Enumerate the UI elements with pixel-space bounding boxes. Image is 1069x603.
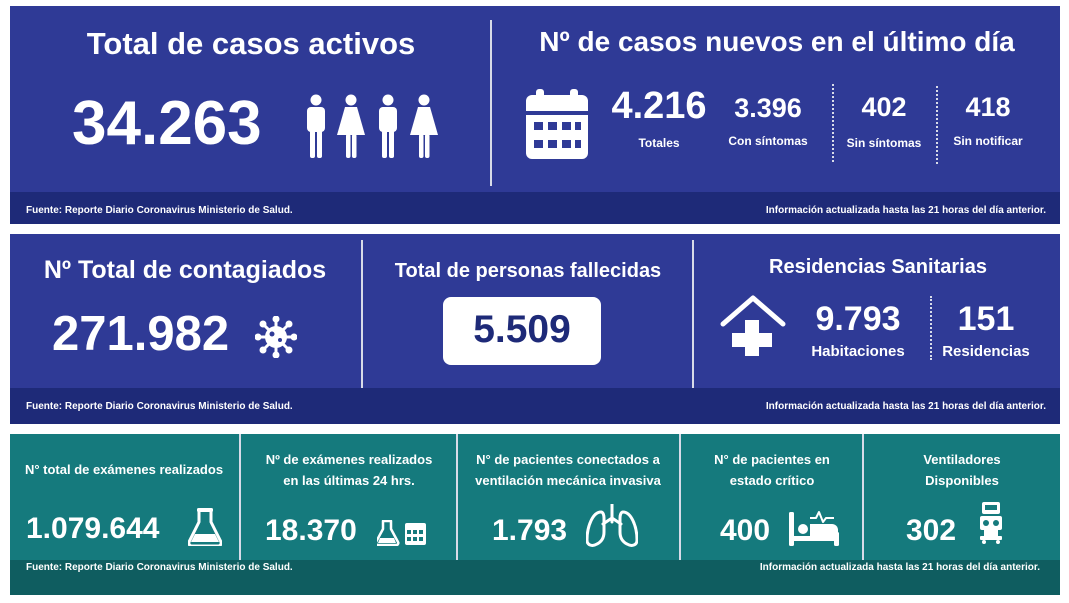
source-note: Fuente: Reporte Diario Coronavirus Minis… bbox=[26, 562, 293, 573]
calendar-icon bbox=[526, 89, 588, 159]
new-cases-no-symptoms-label: Sin síntomas bbox=[846, 136, 922, 150]
exams-total-title: N° total de exámenes realizados bbox=[24, 462, 224, 477]
contagiados-value: 271.982 bbox=[52, 307, 230, 361]
new-cases-divider-1 bbox=[832, 84, 834, 162]
section2-divider-2 bbox=[692, 240, 694, 388]
update-note: Información actualizada hasta las 21 hor… bbox=[765, 401, 1046, 412]
active-cases-title: Total de casos activos bbox=[86, 26, 416, 61]
new-cases-no-symptoms-value: 402 bbox=[861, 92, 907, 122]
update-note: Información actualizada hasta las 21 hor… bbox=[765, 205, 1046, 216]
ventilators-title-2: Disponibles bbox=[925, 473, 999, 488]
residencias-divider bbox=[930, 296, 932, 360]
ventilators-title-1: Ventiladores bbox=[923, 452, 1001, 467]
critical-title-1: N° de pacientes en bbox=[714, 452, 830, 467]
source-note: Fuente: Reporte Diario Coronavirus Minis… bbox=[26, 205, 293, 216]
active-cases-panel: Total de casos activos 34.263 Nº de bbox=[10, 6, 1060, 224]
section2-footer: Fuente: Reporte Diario Coronavirus Minis… bbox=[10, 388, 1060, 424]
residencias-residences-value: 151 bbox=[957, 300, 1015, 338]
ventilated-title-1: N° de pacientes conectados a bbox=[476, 452, 660, 467]
update-note: Información actualizada hasta las 21 hor… bbox=[759, 562, 1040, 573]
exams-24h-title-1: Nº de exámenes realizados bbox=[265, 452, 433, 467]
residencias-rooms-label: Habitaciones bbox=[811, 343, 905, 360]
hospital-bed-icon bbox=[789, 511, 839, 546]
new-cases-total-label: Totales bbox=[638, 136, 680, 150]
new-cases-divider-2 bbox=[936, 86, 938, 164]
exams-24h-title-2: en las últimas 24 hrs. bbox=[283, 473, 415, 488]
fallecidas-title: Total de personas fallecidas bbox=[394, 260, 662, 282]
people-icon bbox=[307, 94, 438, 158]
residencias-title: Residencias Sanitarias bbox=[769, 256, 987, 278]
new-cases-unreported-value: 418 bbox=[965, 92, 1011, 122]
ventilated-value: 1.793 bbox=[492, 514, 568, 547]
flask-calendar-icon bbox=[377, 520, 426, 546]
virus-icon bbox=[255, 316, 297, 358]
section3-divider-2 bbox=[456, 434, 458, 560]
active-cases-value: 34.263 bbox=[72, 89, 262, 158]
exams-total-value: 1.079.644 bbox=[26, 512, 160, 545]
source-note: Fuente: Reporte Diario Coronavirus Minis… bbox=[26, 401, 293, 412]
new-cases-total-value: 4.216 bbox=[611, 85, 707, 127]
exams-24h-value: 18.370 bbox=[265, 514, 357, 547]
section3-divider-1 bbox=[239, 434, 241, 560]
ventilators-value: 302 bbox=[906, 514, 957, 547]
new-cases-unreported-label: Sin notificar bbox=[953, 134, 1023, 148]
section1-footer: Fuente: Reporte Diario Coronavirus Minis… bbox=[10, 192, 1060, 224]
ventilator-icon bbox=[980, 502, 1002, 544]
residencias-residences-label: Residencias bbox=[942, 343, 1030, 360]
house-medical-icon bbox=[720, 295, 786, 356]
totals-panel: Nº Total de contagiados 271.982 Total de… bbox=[10, 234, 1060, 424]
new-cases-title: Nº de casos nuevos en el último día bbox=[539, 26, 1015, 57]
ventilated-title-2: ventilación mecánica invasiva bbox=[475, 473, 661, 488]
fallecidas-value: 5.509 bbox=[473, 308, 571, 351]
residencias-rooms-value: 9.793 bbox=[815, 300, 901, 338]
section1-divider bbox=[490, 20, 492, 186]
lungs-icon bbox=[586, 504, 638, 547]
critical-title-2: estado crítico bbox=[729, 473, 815, 488]
section3-footer: Fuente: Reporte Diario Coronavirus Minis… bbox=[10, 560, 1060, 595]
contagiados-title: Nº Total de contagiados bbox=[43, 256, 327, 284]
section3-divider-4 bbox=[862, 434, 864, 560]
exams-panel: N° total de exámenes realizados 1.079.64… bbox=[10, 434, 1060, 595]
section3-divider-3 bbox=[679, 434, 681, 560]
fallecidas-box: 5.509 bbox=[443, 297, 601, 365]
critical-value: 400 bbox=[720, 514, 771, 547]
new-cases-symptoms-label: Con síntomas bbox=[728, 134, 808, 148]
new-cases-symptoms-value: 3.396 bbox=[734, 93, 802, 123]
section2-divider-1 bbox=[361, 240, 363, 388]
flask-icon bbox=[188, 508, 222, 546]
